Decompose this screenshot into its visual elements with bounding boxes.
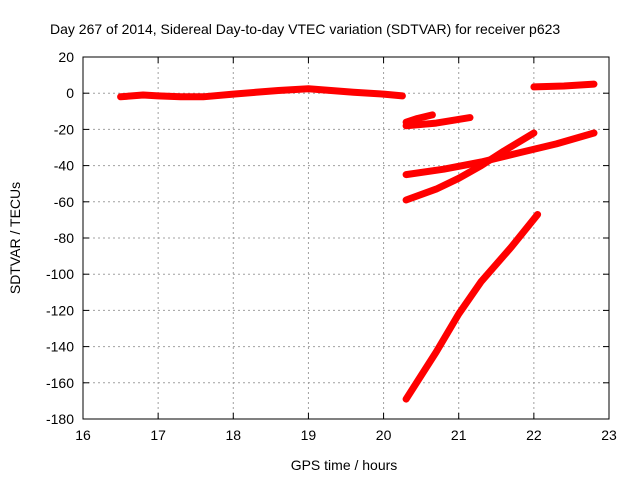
y-tick-label: -40	[54, 158, 74, 174]
plot-frame	[82, 56, 610, 420]
x-tick-label: 17	[150, 427, 166, 443]
y-tick-label: 20	[58, 49, 74, 65]
series-line-5	[402, 129, 538, 204]
y-tick-label: -80	[54, 230, 74, 246]
y-tick-label: -180	[46, 411, 74, 427]
series-line-3	[402, 114, 474, 130]
y-tick-label: -20	[54, 121, 74, 137]
x-tick-label: 20	[376, 427, 392, 443]
grid	[83, 57, 609, 419]
y-tick-label: -120	[46, 302, 74, 318]
x-axis-label: GPS time / hours	[291, 457, 398, 473]
x-tick-label: 23	[601, 427, 617, 443]
x-tick-label: 22	[526, 427, 542, 443]
y-tick-label: -60	[54, 194, 74, 210]
series-line-6	[402, 211, 542, 403]
chart-title: Day 267 of 2014, Sidereal Day-to-day VTE…	[50, 21, 560, 37]
y-tick-label: -160	[46, 375, 74, 391]
series-line-2	[402, 111, 436, 126]
y-tick-label: -100	[46, 266, 74, 282]
y-tick-label: -140	[46, 339, 74, 355]
x-tick-label: 16	[75, 427, 91, 443]
y-tick-label: 0	[66, 85, 74, 101]
series-line-7	[530, 80, 598, 91]
x-tick-label: 21	[451, 427, 467, 443]
data-series	[117, 80, 598, 403]
x-tick-label: 19	[301, 427, 317, 443]
x-tick-label: 18	[225, 427, 241, 443]
axis-ticks: 16 17 18 19 20 21 22 23 20 0 -20 -40 -60 -80 -100 -120 -…	[46, 49, 617, 443]
y-axis-label: SDTVAR / TECUs	[7, 182, 23, 294]
series-line-1	[117, 85, 406, 101]
